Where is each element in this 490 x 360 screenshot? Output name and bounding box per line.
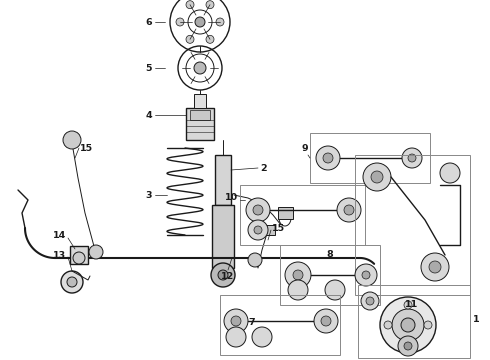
Circle shape xyxy=(424,321,432,329)
Text: 3: 3 xyxy=(146,190,152,199)
Circle shape xyxy=(224,309,248,333)
Circle shape xyxy=(363,163,391,191)
Bar xyxy=(358,285,470,358)
Circle shape xyxy=(314,309,338,333)
Circle shape xyxy=(73,252,85,264)
Circle shape xyxy=(337,198,361,222)
Circle shape xyxy=(89,245,103,259)
Circle shape xyxy=(61,271,83,293)
Circle shape xyxy=(325,280,345,300)
Bar xyxy=(194,94,206,108)
Circle shape xyxy=(186,1,194,9)
Circle shape xyxy=(440,163,460,183)
Bar xyxy=(240,185,365,245)
Bar xyxy=(215,155,231,205)
Circle shape xyxy=(246,198,270,222)
Text: 2: 2 xyxy=(260,163,267,172)
Circle shape xyxy=(366,297,374,305)
Circle shape xyxy=(384,321,392,329)
Bar xyxy=(212,205,234,268)
Circle shape xyxy=(361,292,379,310)
Circle shape xyxy=(252,327,272,347)
Circle shape xyxy=(404,301,412,309)
Text: 6: 6 xyxy=(146,18,152,27)
Circle shape xyxy=(211,263,235,287)
Circle shape xyxy=(253,205,263,215)
Circle shape xyxy=(194,62,206,74)
Circle shape xyxy=(321,316,331,326)
Circle shape xyxy=(371,171,383,183)
Text: 12: 12 xyxy=(221,272,235,281)
Circle shape xyxy=(408,154,416,162)
Circle shape xyxy=(380,297,436,353)
Text: 4: 4 xyxy=(146,111,152,120)
Bar xyxy=(263,225,275,235)
Circle shape xyxy=(344,205,354,215)
Bar xyxy=(310,133,430,183)
Circle shape xyxy=(316,146,340,170)
Bar xyxy=(186,108,214,140)
Circle shape xyxy=(392,309,424,341)
Circle shape xyxy=(176,18,184,26)
Bar xyxy=(278,207,293,219)
Circle shape xyxy=(355,264,377,286)
Circle shape xyxy=(285,262,311,288)
Circle shape xyxy=(404,342,412,350)
Circle shape xyxy=(402,148,422,168)
Bar xyxy=(70,246,88,264)
Circle shape xyxy=(231,316,241,326)
Bar xyxy=(190,110,210,120)
Circle shape xyxy=(401,318,415,332)
Circle shape xyxy=(195,17,205,27)
Circle shape xyxy=(248,220,268,240)
Bar xyxy=(220,295,340,355)
Text: 13: 13 xyxy=(53,251,66,260)
Text: 9: 9 xyxy=(301,144,308,153)
Text: 7: 7 xyxy=(249,318,255,327)
Circle shape xyxy=(248,253,262,267)
Circle shape xyxy=(293,270,303,280)
Text: 11: 11 xyxy=(405,300,418,309)
Circle shape xyxy=(186,35,194,43)
Circle shape xyxy=(218,270,228,280)
Circle shape xyxy=(254,226,262,234)
Circle shape xyxy=(63,131,81,149)
Text: 14: 14 xyxy=(53,230,66,239)
Text: 15: 15 xyxy=(80,144,93,153)
Circle shape xyxy=(206,35,214,43)
Text: 1: 1 xyxy=(473,315,480,324)
Circle shape xyxy=(429,261,441,273)
Circle shape xyxy=(288,280,308,300)
Text: 5: 5 xyxy=(146,63,152,72)
Text: 8: 8 xyxy=(327,250,333,259)
Circle shape xyxy=(404,341,412,349)
Text: 10: 10 xyxy=(225,193,238,202)
Circle shape xyxy=(216,18,224,26)
Circle shape xyxy=(362,271,370,279)
Circle shape xyxy=(323,153,333,163)
Circle shape xyxy=(67,277,77,287)
Text: 15: 15 xyxy=(272,224,285,233)
Bar xyxy=(280,245,380,305)
Bar xyxy=(355,155,470,295)
Circle shape xyxy=(421,253,449,281)
Circle shape xyxy=(226,327,246,347)
Circle shape xyxy=(398,336,418,356)
Circle shape xyxy=(206,1,214,9)
